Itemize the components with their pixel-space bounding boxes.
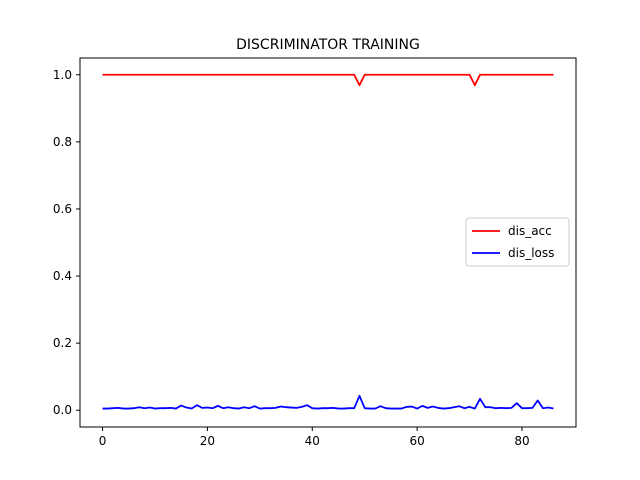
series-line-dis-loss: [102, 394, 554, 410]
y-tick-label: 0.8: [53, 135, 72, 149]
y-tick-label: 0.4: [53, 269, 72, 283]
x-tick-label: 40: [305, 434, 320, 448]
x-tick-label: 20: [200, 434, 215, 448]
series-line-dis-acc: [102, 73, 554, 87]
x-tick-label: 0: [99, 434, 107, 448]
x-tick-label: 80: [514, 434, 529, 448]
y-tick-label: 1.0: [53, 68, 72, 82]
plot-area: 0 20 40 60 80 0.0 0.2 0.4 0.6 0.8 1.0 dis_acc dis_lo…: [53, 57, 577, 448]
axes-frame: [79, 57, 577, 428]
legend-label-dis-loss: dis_loss: [508, 246, 554, 260]
x-tick-label: 60: [409, 434, 424, 448]
legend-box: [465, 217, 570, 267]
chart-title: DISCRIMINATOR TRAINING: [236, 37, 420, 53]
y-tick-label: 0.6: [53, 202, 72, 216]
legend-label-dis-acc: dis_acc: [508, 224, 552, 238]
y-tick-label: 0.2: [53, 336, 72, 350]
y-tick-label: 0.0: [53, 403, 72, 417]
